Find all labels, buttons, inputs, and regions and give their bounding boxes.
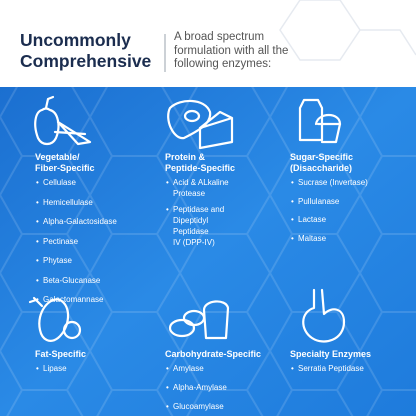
enzyme: Amylase — [173, 364, 204, 373]
enzyme: Acid & ALkaline — [173, 178, 229, 187]
vegetable-icon — [34, 95, 92, 146]
section-title: Peptide-Specific — [165, 163, 236, 173]
enzyme: Cellulase — [43, 178, 76, 187]
enzyme: Sucrase (Invertase) — [298, 178, 368, 187]
section-title: Fat-Specific — [35, 349, 87, 359]
bullet: • — [166, 402, 169, 411]
section-title: Protein & — [165, 152, 206, 162]
section-title: Sugar-Specific — [290, 152, 354, 162]
enzyme: Phytase — [43, 256, 72, 265]
enzyme: Peptidase and — [173, 205, 225, 214]
sugar-icon — [298, 98, 342, 144]
section-title: Fiber-Specific — [35, 163, 95, 173]
section-title: Vegetable/ — [35, 152, 80, 162]
enzyme: Serratia Peptidase — [298, 364, 364, 373]
enzyme: Glucoamylase — [173, 402, 224, 411]
title: Uncommonly — [20, 30, 131, 50]
enzyme: Alpha-Amylase — [173, 383, 227, 392]
bullet: • — [36, 236, 39, 246]
section-title: Carbohydrate-Specific — [165, 349, 262, 359]
bullet: • — [36, 256, 39, 265]
bullet: • — [166, 205, 169, 214]
bullet: • — [291, 233, 294, 243]
enzyme: Beta-Glucanase — [43, 275, 101, 285]
enzyme: Galactomannase — [43, 295, 104, 304]
enzyme: Alpha-Galactosidase — [43, 217, 117, 226]
bullet: • — [166, 178, 169, 187]
bullet: • — [291, 196, 294, 206]
bullet: • — [291, 178, 294, 187]
bullet: • — [36, 275, 39, 285]
title: Comprehensive — [20, 51, 152, 71]
enzyme: Lactase — [298, 215, 327, 224]
enzyme: Dipeptidyl — [173, 216, 209, 225]
bullet: • — [166, 383, 169, 392]
bullet: • — [36, 178, 39, 187]
bullet: • — [166, 364, 169, 373]
subtitle: A broad spectrum — [174, 31, 265, 43]
stomach-icon — [302, 288, 346, 343]
fat-icon — [28, 296, 82, 342]
carbohydrate-icon — [168, 300, 230, 340]
subtitle: formulation with all the — [174, 44, 289, 57]
enzyme: Lipase — [43, 364, 67, 373]
enzyme: Hemicellulase — [43, 197, 93, 207]
enzyme: IV (DPP-IV) — [173, 238, 215, 247]
enzyme: Pullulanase — [298, 196, 340, 206]
bullet: • — [36, 364, 39, 373]
bullet: • — [291, 364, 294, 373]
bullet: • — [36, 295, 39, 304]
enzyme: Protease — [173, 189, 206, 198]
enzyme: Peptidase — [173, 227, 209, 236]
enzyme: Pectinase — [43, 236, 79, 246]
section-title: (Disaccharide) — [290, 163, 353, 173]
section-title: Specialty Enzymes — [290, 349, 372, 359]
bullet: • — [291, 215, 294, 224]
bullet: • — [36, 197, 39, 207]
bullet: • — [36, 217, 39, 226]
enzyme: Maltase — [298, 233, 327, 243]
protein-icon — [167, 99, 234, 150]
subtitle: following enzymes: — [174, 58, 272, 70]
